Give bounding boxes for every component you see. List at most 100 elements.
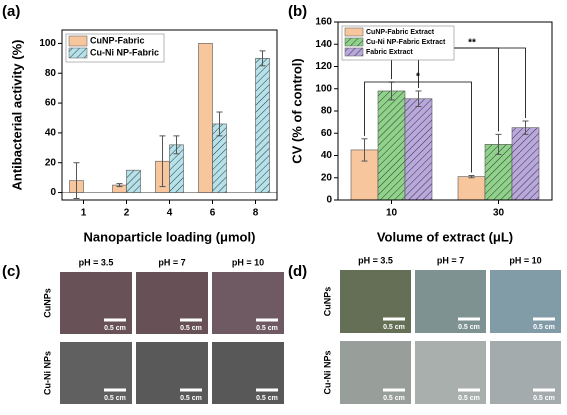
x-tick-label: 1: [81, 208, 87, 219]
bar: [255, 58, 270, 193]
error-bar: [173, 135, 180, 155]
photo-shade: [212, 342, 284, 404]
row-label: Cu-Ni NPs: [322, 350, 332, 394]
scale-bar-label: 0.5 cm: [458, 324, 480, 331]
column-header: pH = 10: [232, 257, 264, 267]
legend-label: CuNP-Fabric: [90, 35, 145, 45]
scale-bar-label: 0.5 cm: [383, 324, 405, 331]
photo: [60, 342, 132, 404]
y-tick-label: 20: [321, 172, 333, 183]
y-tick-label: 40: [45, 128, 57, 139]
panel-label: (b): [288, 3, 307, 20]
significance-bracket: [364, 81, 472, 173]
scale-bar-label: 0.5 cm: [104, 325, 126, 332]
y-tick-label: 0: [326, 195, 332, 206]
x-tick-label: 8: [253, 208, 259, 219]
y-tick-label: 120: [315, 61, 332, 72]
legend-swatch: [68, 35, 88, 47]
x-tick-label: 30: [493, 208, 505, 219]
error-bar: [361, 138, 368, 162]
y-tick-label: 100: [39, 38, 56, 49]
photo-shade: [212, 272, 284, 334]
bar: [457, 176, 486, 201]
photo: [136, 272, 208, 334]
x-tick-label: 10: [386, 208, 398, 219]
row-label: Cu-Ni NPs: [42, 351, 52, 395]
photo: [212, 342, 284, 404]
bar: [198, 43, 213, 193]
y-axis-label: CV (% of control): [289, 58, 304, 163]
column-header: pH = 3.5: [358, 255, 393, 265]
significance-label: *: [416, 72, 420, 83]
photo-shade: [60, 272, 132, 334]
legend-label: Cu-Ni NP-Fabric: [90, 47, 159, 57]
y-tick-label: 160: [315, 17, 332, 28]
scale-bar-label: 0.5 cm: [533, 395, 555, 402]
photo-shade: [60, 342, 132, 404]
y-tick-label: 60: [45, 98, 57, 109]
photo-shade: [136, 342, 208, 404]
bar: [511, 127, 540, 201]
photo: [490, 341, 561, 404]
scale-bar-label: 0.5 cm: [533, 324, 555, 331]
scale-bar-label: 0.5 cm: [256, 325, 278, 332]
legend-swatch: [344, 27, 364, 37]
x-tick-label: 2: [124, 208, 130, 219]
photo-shade: [340, 270, 411, 333]
error-bar: [522, 120, 529, 135]
column-header: pH = 7: [437, 255, 464, 265]
y-tick-label: 80: [45, 68, 57, 79]
photo: [60, 272, 132, 334]
photo: [136, 342, 208, 404]
error-bar: [159, 135, 166, 188]
x-axis-label: Nanoparticle loading (μmol): [84, 229, 256, 244]
panel-label: (a): [2, 3, 20, 20]
photo: [340, 270, 411, 333]
photo-shade: [490, 341, 561, 404]
y-tick-label: 0: [50, 187, 56, 198]
significance-bracket: [418, 47, 526, 119]
y-tick-label: 100: [315, 83, 332, 94]
legend-swatch: [344, 37, 364, 47]
legend-swatch: [68, 47, 88, 59]
scale-bar-label: 0.5 cm: [383, 395, 405, 402]
y-tick-label: 60: [321, 128, 333, 139]
photo-shade: [136, 272, 208, 334]
scale-bar-label: 0.5 cm: [180, 395, 202, 402]
plot-frame: [337, 21, 553, 201]
photo-shade: [415, 270, 486, 333]
error-bar: [415, 90, 422, 108]
panel-label: (d): [288, 263, 307, 280]
significance-label: **: [468, 38, 476, 49]
y-tick-label: 20: [45, 157, 57, 168]
y-tick-label: 140: [315, 39, 332, 50]
bar: [404, 98, 433, 201]
legend-swatch: [344, 47, 364, 57]
error-bar: [73, 162, 80, 200]
y-tick-label: 80: [321, 106, 333, 117]
row-label: CuNPs: [322, 287, 332, 317]
photo: [340, 341, 411, 404]
scale-bar-label: 0.5 cm: [104, 395, 126, 402]
plot-frame: [61, 29, 278, 201]
row-label: CuNPs: [42, 288, 52, 318]
error-bar: [495, 133, 502, 155]
bar: [377, 90, 406, 201]
legend-label: CuNP-Fabric Extract: [366, 29, 435, 36]
error-bar: [468, 175, 475, 179]
column-header: pH = 3.5: [79, 257, 114, 267]
photo: [212, 272, 284, 334]
photo-shade: [415, 341, 486, 404]
x-tick-label: 6: [210, 208, 216, 219]
column-header: pH = 10: [509, 255, 541, 265]
y-tick-label: 40: [321, 150, 333, 161]
legend-label: Cu-Ni NP-Fabric Extract: [366, 39, 446, 46]
x-axis-label: Volume of extract (μL): [377, 229, 513, 244]
panel-label: (c): [2, 263, 20, 280]
photo-shade: [490, 270, 561, 333]
photo: [415, 270, 486, 333]
scale-bar-label: 0.5 cm: [256, 395, 278, 402]
column-header: pH = 7: [158, 257, 185, 267]
